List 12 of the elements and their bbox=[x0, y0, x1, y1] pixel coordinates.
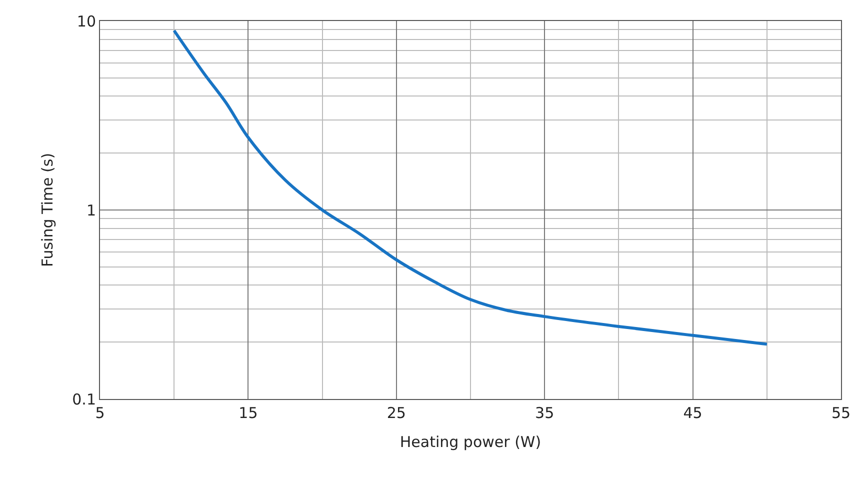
line-series bbox=[172, 29, 768, 346]
x-tick-label: 15 bbox=[238, 404, 258, 422]
x-tick-label: 45 bbox=[683, 404, 702, 422]
x-axis-title: Heating power (W) bbox=[400, 433, 542, 451]
y-tick-label: 0.1 bbox=[72, 390, 96, 408]
x-tick-label: 5 bbox=[95, 404, 105, 422]
y-axis-title: Fusing Time (s) bbox=[38, 152, 56, 268]
x-tick-label: 35 bbox=[535, 404, 554, 422]
y-tick-label: 10 bbox=[76, 12, 96, 30]
x-tick-label: 25 bbox=[386, 404, 406, 422]
x-tick-label: 55 bbox=[831, 404, 851, 422]
y-tick-label: 1 bbox=[86, 201, 96, 220]
